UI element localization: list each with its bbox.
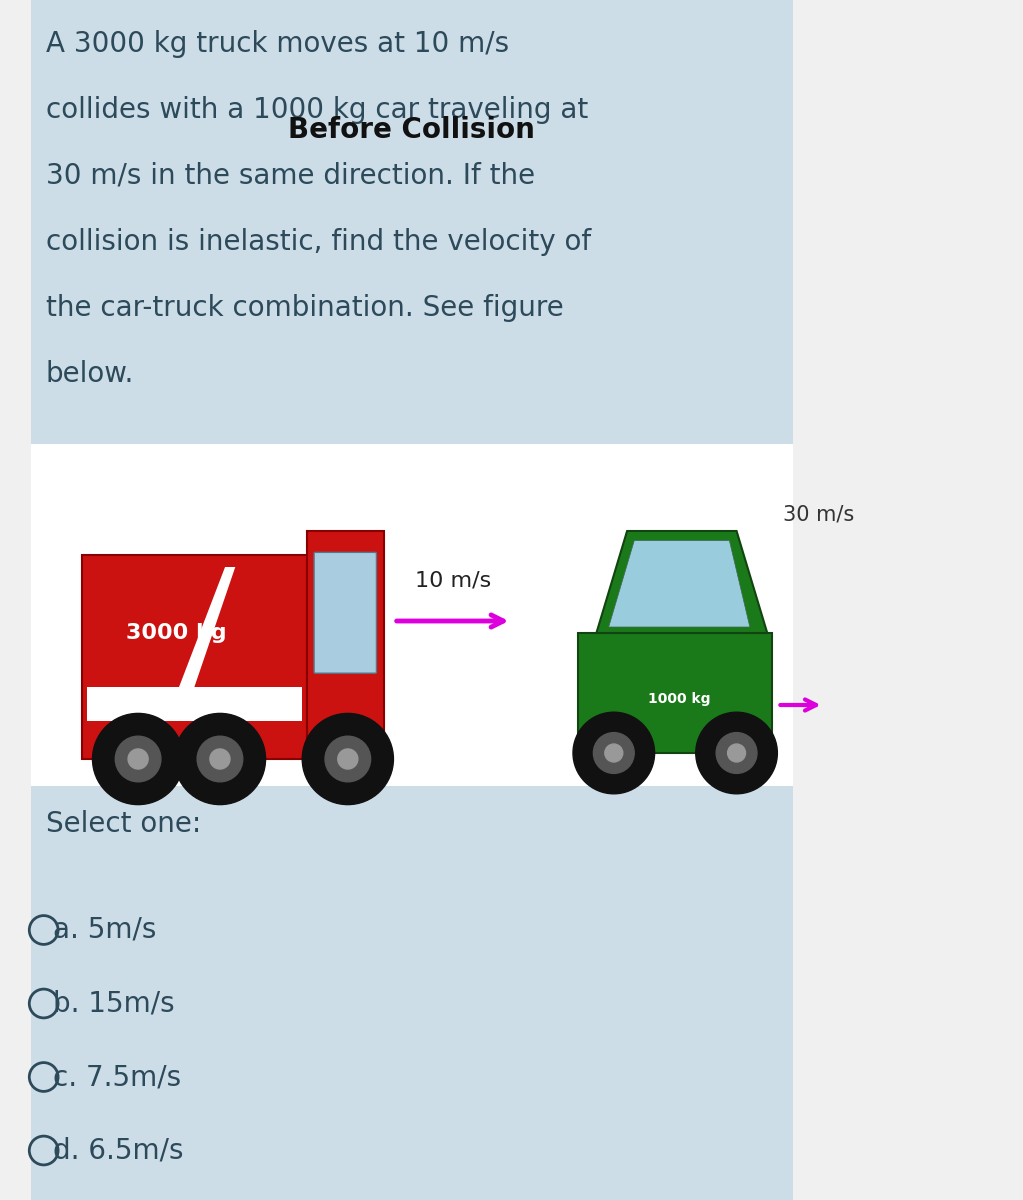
Text: the car-truck combination. See figure: the car-truck combination. See figure: [46, 294, 564, 322]
Bar: [31, 786, 793, 1200]
Text: 10 m/s: 10 m/s: [414, 571, 491, 590]
Bar: [31, 0, 793, 444]
Circle shape: [174, 713, 266, 804]
Circle shape: [573, 712, 655, 794]
Circle shape: [116, 736, 161, 782]
Circle shape: [325, 736, 370, 782]
Polygon shape: [609, 540, 750, 626]
Circle shape: [197, 736, 242, 782]
FancyBboxPatch shape: [314, 552, 376, 673]
Text: collides with a 1000 kg car traveling at: collides with a 1000 kg car traveling at: [46, 96, 588, 124]
Bar: [31, 444, 793, 786]
Polygon shape: [179, 566, 235, 686]
Circle shape: [716, 732, 757, 773]
Circle shape: [696, 712, 777, 794]
Bar: [578, 632, 772, 754]
Text: b. 15m/s: b. 15m/s: [53, 990, 174, 1018]
Text: 30 m/s in the same direction. If the: 30 m/s in the same direction. If the: [46, 162, 535, 190]
Circle shape: [92, 713, 184, 804]
Text: A 3000 kg truck moves at 10 m/s: A 3000 kg truck moves at 10 m/s: [46, 30, 508, 58]
Text: Select one:: Select one:: [46, 810, 201, 838]
Circle shape: [727, 744, 746, 762]
Text: 30 m/s: 30 m/s: [783, 505, 854, 524]
Text: 1000 kg: 1000 kg: [648, 692, 710, 706]
Polygon shape: [596, 530, 767, 632]
Circle shape: [302, 713, 394, 804]
Text: Before Collision: Before Collision: [288, 116, 535, 144]
Bar: [87, 686, 302, 720]
Text: 3000 kg: 3000 kg: [126, 623, 227, 642]
Text: below.: below.: [46, 360, 134, 388]
Text: a. 5m/s: a. 5m/s: [53, 916, 157, 944]
Circle shape: [128, 749, 148, 769]
Text: collision is inelastic, find the velocity of: collision is inelastic, find the velocit…: [46, 228, 591, 256]
Circle shape: [605, 744, 623, 762]
Bar: [82, 554, 307, 758]
Circle shape: [593, 732, 634, 773]
Text: c. 7.5m/s: c. 7.5m/s: [53, 1063, 181, 1091]
Circle shape: [338, 749, 358, 769]
Text: d. 6.5m/s: d. 6.5m/s: [53, 1136, 183, 1164]
Bar: [307, 530, 384, 758]
Circle shape: [210, 749, 230, 769]
